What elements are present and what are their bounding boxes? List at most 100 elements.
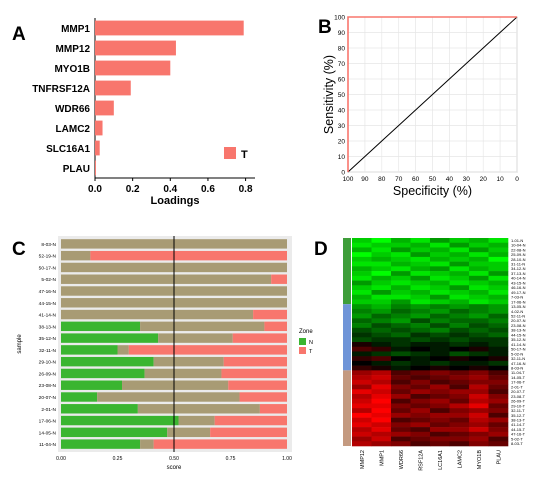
panel-d-heatmap-cell bbox=[449, 379, 470, 385]
panel-a-legend-swatch bbox=[224, 147, 236, 159]
panel-d-heatmap-cell bbox=[449, 342, 470, 348]
panel-d-heatmap-cell bbox=[371, 299, 392, 305]
panel-c-bar-segment bbox=[61, 250, 91, 261]
panel-d-heatmap-cell bbox=[430, 332, 450, 338]
panel-d-heatmap-cell bbox=[449, 327, 470, 333]
panel-d-heatmap-cell bbox=[449, 323, 470, 329]
panel-d-heatmap-cell bbox=[469, 261, 489, 267]
panel-d-heatmap-cell bbox=[430, 441, 450, 447]
panel-d-heatmap-cell bbox=[449, 332, 470, 338]
panel-d-row-label: 32-11-T bbox=[511, 408, 525, 413]
panel-d-row-label: 22-08-N bbox=[511, 247, 526, 252]
panel-d-heatmap-cell bbox=[410, 252, 431, 258]
panel-c-bar-segment bbox=[61, 380, 123, 390]
panel-d-heatmap-cell bbox=[430, 247, 450, 253]
panel-d-heatmap-cell bbox=[430, 412, 450, 418]
panel-d-heatmap-cell bbox=[430, 327, 450, 333]
panel-d-row-label: 10-04-N bbox=[511, 243, 526, 248]
panel-d-heatmap-cell bbox=[488, 351, 509, 357]
panel-c-bar-segment bbox=[158, 333, 233, 343]
panel-d-heatmap-cell bbox=[449, 313, 470, 319]
panel-d-heatmap-cell bbox=[430, 342, 450, 348]
panel-a-category-label: LAMC2 bbox=[56, 124, 91, 135]
panel-c-sample-label: 35-12-N bbox=[39, 336, 57, 342]
panel-d-heatmap-cell bbox=[410, 247, 431, 253]
panel-b-x-axis-label: Specificity (%) bbox=[393, 184, 472, 198]
panel-d-heatmap-cell bbox=[410, 408, 431, 414]
panel-d-heatmap-cell bbox=[430, 275, 450, 281]
panel-d-heatmap-cell bbox=[391, 323, 411, 329]
panel-d-heatmap-cell bbox=[430, 360, 450, 366]
panel-d-heatmap-cell bbox=[391, 308, 411, 314]
panel-d-row-label: 31-11-N bbox=[511, 262, 525, 267]
panel-d-heatmap-cell bbox=[488, 408, 509, 414]
panel-d-heatmap-cell bbox=[371, 431, 392, 437]
panel-d-heatmap-cell bbox=[488, 403, 509, 409]
panel-d-heatmap-cell bbox=[449, 238, 470, 244]
panel-d-heatmap-cell bbox=[449, 294, 470, 300]
panel-d-heatmap-cell bbox=[488, 294, 509, 300]
panel-a-x-axis-label: Loadings bbox=[151, 195, 200, 207]
panel-c-legend-label: N bbox=[309, 340, 313, 346]
panel-d-heatmap-cell bbox=[469, 346, 489, 352]
panel-d-heatmap-cell bbox=[449, 403, 470, 409]
panel-label-d: D bbox=[314, 239, 328, 260]
panel-b-roc-curve bbox=[347, 16, 517, 172]
panel-d-heatmap-cell bbox=[371, 342, 392, 348]
panel-d-row-label: 26-09-T bbox=[511, 399, 526, 404]
panel-c-bar-segment bbox=[259, 404, 287, 414]
panel-d-heatmap-cell bbox=[371, 417, 392, 423]
panel-d-heatmap-cell bbox=[449, 365, 470, 371]
panel-d-row-label: 32-11-N bbox=[511, 356, 525, 361]
panel-a-bar bbox=[95, 20, 244, 36]
panel-b-x-tick-label: 20 bbox=[480, 176, 488, 183]
panel-d-row-label: 35-12-N bbox=[511, 337, 526, 342]
panel-d-heatmap-cell bbox=[469, 327, 489, 333]
panel-d-row-label: 7-03-N bbox=[511, 295, 523, 300]
panel-b-x-tick-label: 30 bbox=[463, 176, 471, 183]
panel-a-x-tick-label: 0.2 bbox=[126, 184, 140, 195]
panel-d-heatmap-cell bbox=[371, 280, 392, 286]
panel-d-heatmap-cell bbox=[469, 280, 489, 286]
panel-d-row-label: 20-07-N bbox=[511, 318, 526, 323]
panel-d-row-label: 49-17-N bbox=[511, 290, 526, 295]
panel-d-heatmap-cell bbox=[391, 280, 411, 286]
panel-d-heatmap-cell bbox=[352, 370, 372, 376]
panel-d-heatmap-cell bbox=[430, 313, 450, 319]
panel-d-row-label: 5-02-N bbox=[511, 351, 523, 356]
panel-c-bar-segment bbox=[178, 415, 215, 426]
panel-d-heatmap-cell bbox=[391, 370, 411, 376]
panel-d-heatmap-cell bbox=[391, 266, 411, 272]
panel-d-heatmap-cell bbox=[410, 431, 431, 437]
panel-c-bar-segment bbox=[61, 368, 145, 379]
panel-b-y-tick-label: 10 bbox=[338, 154, 346, 161]
panel-b-y-tick-label: 80 bbox=[338, 46, 346, 53]
panel-d-row-label: 41-14-T bbox=[511, 422, 526, 427]
panel-d-heatmap-cell bbox=[410, 294, 431, 300]
panel-d-heatmap-cell bbox=[488, 299, 509, 305]
panel-d-heatmap-cell bbox=[488, 346, 509, 352]
panel-c-sample-label: 32-11-N bbox=[39, 348, 57, 354]
panel-c-sample-label: 38-13-N bbox=[39, 324, 57, 330]
panel-c-x-tick-label: 0.00 bbox=[56, 456, 66, 462]
panel-d-heatmap-cell bbox=[469, 323, 489, 329]
panel-d-heatmap-cell bbox=[410, 275, 431, 281]
panel-d-heatmap-cell bbox=[488, 256, 509, 262]
panel-d-heatmap-cell bbox=[469, 318, 489, 324]
panel-d-heatmap-cell bbox=[371, 403, 392, 409]
panel-c-sample-label: 23-08-N bbox=[39, 383, 57, 389]
panel-d-row-label: 17-06-T bbox=[511, 380, 526, 385]
panel-d-heatmap-cell bbox=[391, 417, 411, 423]
panel-d-column-label: WDR66 bbox=[399, 450, 405, 469]
panel-d-heatmap-cell bbox=[488, 304, 509, 310]
panel-d-heatmap-cell bbox=[352, 294, 372, 300]
panel-d-heatmap-cell bbox=[352, 436, 372, 442]
panel-label-c: C bbox=[12, 239, 26, 260]
panel-d-heatmap-cell bbox=[371, 256, 392, 262]
panel-b-x-tick-label: 90 bbox=[361, 176, 369, 183]
panel-d-heatmap-cell bbox=[488, 370, 509, 376]
panel-c-bar-segment bbox=[122, 380, 229, 390]
panel-d-heatmap-cell bbox=[391, 441, 411, 447]
panel-d-heatmap-cell bbox=[371, 427, 392, 433]
panel-c-bar-segment bbox=[210, 427, 287, 438]
